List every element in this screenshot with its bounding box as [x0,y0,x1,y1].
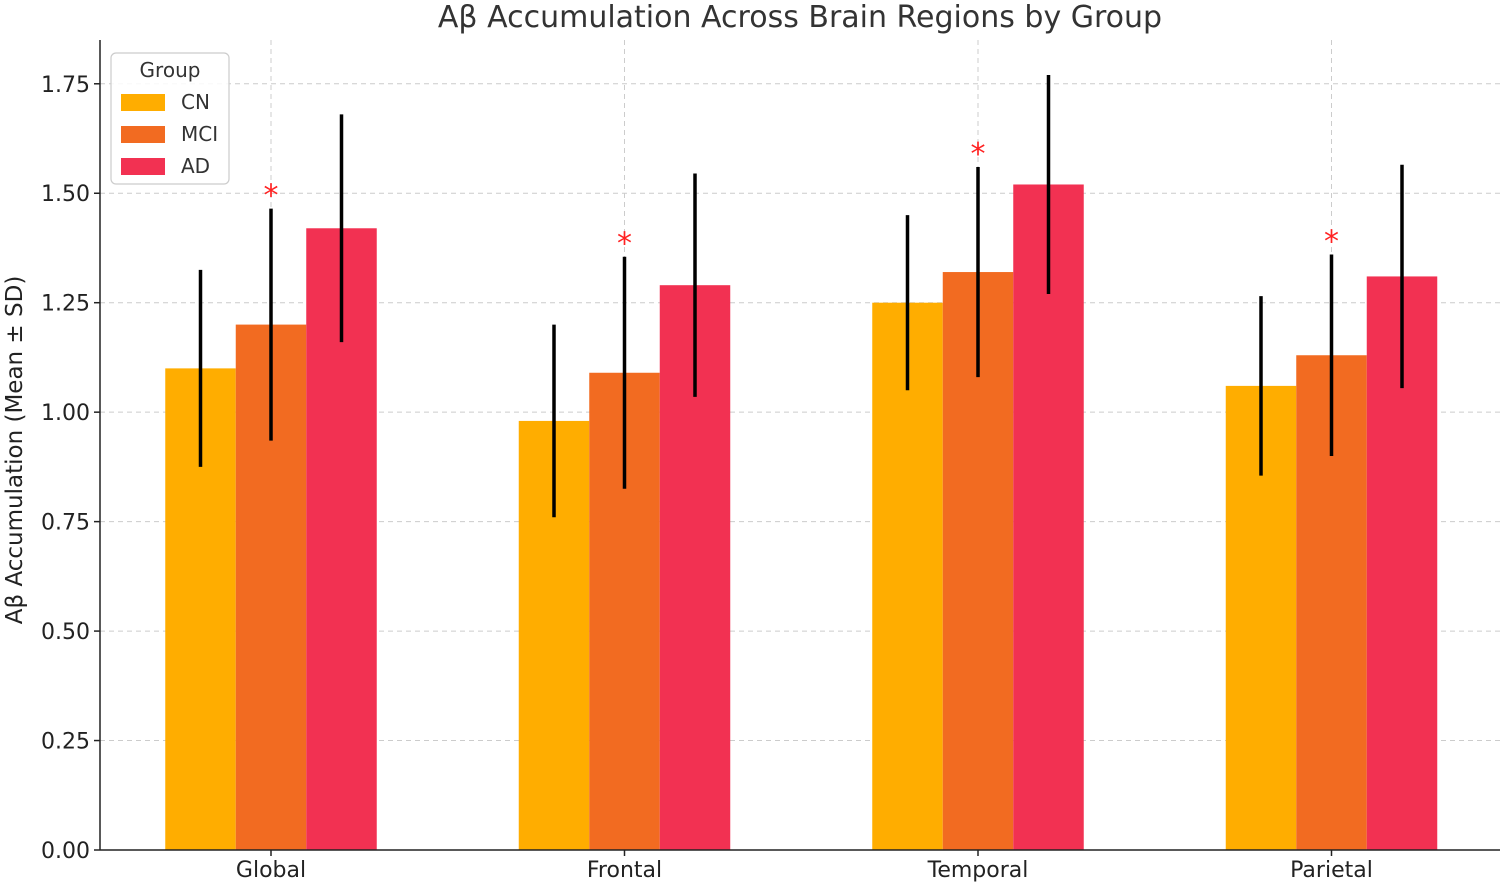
y-tick-label: 0.75 [41,511,90,536]
bar-cn-temporal [872,302,943,850]
x-tick-label: Temporal [927,858,1029,883]
y-axis-label: Aβ Accumulation (Mean ± SD) [2,276,28,625]
legend: Group CN MCI AD [110,52,230,185]
y-tick-label: 0.00 [41,839,90,864]
chart-title: Aβ Accumulation Across Brain Regions by … [438,0,1162,35]
y-tick-label: 0.50 [41,620,90,645]
legend-swatch-cn [121,94,165,111]
significance-marker: * [971,137,986,172]
legend-title: Group [140,58,201,82]
bar-ad-temporal [1013,184,1084,851]
x-tick-label: Parietal [1290,858,1373,883]
legend-label-mci: MCI [181,122,218,146]
y-tick-label: 1.00 [41,401,90,426]
y-tick-label: 1.50 [41,182,90,207]
significance-marker: * [617,227,632,262]
legend-frame [110,52,230,185]
legend-swatch-ad [121,158,165,175]
x-tick-label: Frontal [587,858,662,883]
significance-marker: * [1324,225,1339,260]
y-tick-label: 1.75 [41,73,90,98]
significance-marker: * [264,179,279,214]
significance-layer: * * * * [264,137,1340,262]
y-tick-label: 1.25 [41,292,90,317]
legend-label-cn: CN [181,90,210,114]
x-tick-label: Global [236,858,306,883]
legend-label-ad: AD [181,154,210,178]
error-bars-layer [198,75,1404,518]
y-tick-label: 0.25 [41,730,90,755]
axes-layer: 0.00 0.25 0.50 0.75 1.00 1.25 1.50 1.75 Global Fr… [41,40,1500,883]
bars-layer [165,184,1438,851]
legend-swatch-mci [121,126,165,143]
